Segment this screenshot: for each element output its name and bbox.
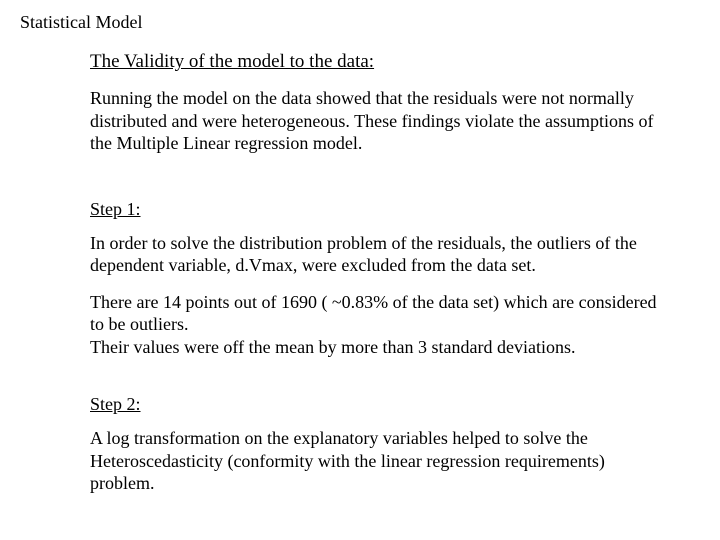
step1-heading: Step 1: (90, 199, 660, 220)
step1-paragraph-2: There are 14 points out of 1690 ( ~0.83%… (90, 291, 660, 359)
step2-paragraph-1: A log transformation on the explanatory … (90, 427, 660, 495)
step1-sentence-b: Their values were off the mean by more t… (90, 337, 576, 357)
step1-sentence-a: There are 14 points out of 1690 ( ~0.83%… (90, 292, 657, 335)
spacer (90, 372, 660, 394)
validity-heading: The Validity of the model to the data: (90, 51, 660, 73)
intro-paragraph: Running the model on the data showed tha… (90, 87, 660, 155)
step1-paragraph-1: In order to solve the distribution probl… (90, 232, 660, 277)
spacer (90, 169, 660, 199)
step2-heading: Step 2: (90, 394, 660, 415)
content-block: The Validity of the model to the data: R… (90, 51, 660, 495)
document-page: Statistical Model The Validity of the mo… (0, 0, 720, 529)
page-title: Statistical Model (20, 12, 700, 33)
